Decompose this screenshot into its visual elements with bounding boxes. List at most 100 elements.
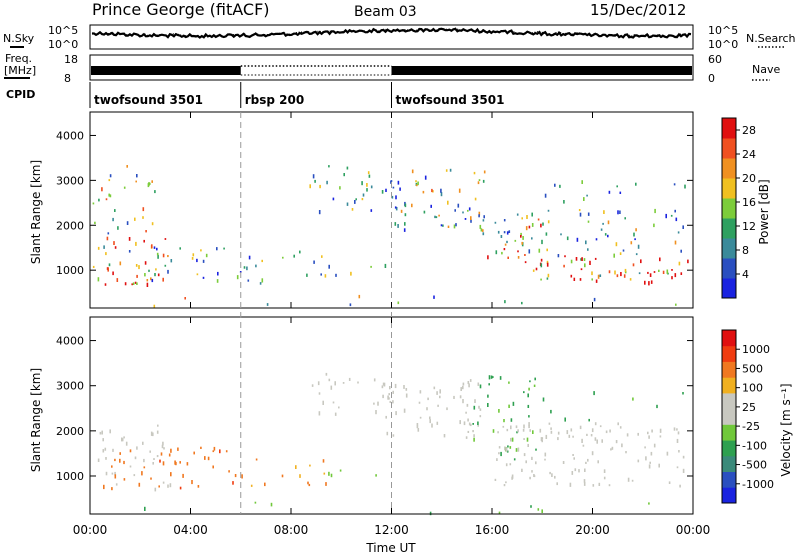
heatmap-cell	[635, 228, 637, 232]
heatmap-cell	[123, 460, 125, 465]
heatmap-cell	[375, 410, 377, 415]
heatmap-cell	[167, 255, 169, 258]
heatmap-cell	[680, 249, 682, 253]
heatmap-cell	[322, 400, 324, 405]
heatmap-cell	[473, 405, 476, 410]
heatmap-cell	[479, 384, 482, 389]
heatmap-cell	[581, 180, 583, 184]
colorbar-frame	[721, 329, 737, 504]
heatmap-cell	[432, 190, 434, 193]
colorbar-swatch	[722, 424, 736, 441]
heatmap-cell	[539, 428, 542, 433]
heatmap-cell	[653, 223, 655, 228]
heatmap-cell	[311, 384, 314, 387]
heatmap-cell	[494, 221, 497, 224]
heatmap-cell	[395, 207, 398, 211]
heatmap-cell	[505, 481, 507, 484]
heatmap-cell	[504, 446, 506, 451]
colorbar-swatch	[722, 330, 736, 347]
x-tick-label: 08:00	[274, 523, 309, 537]
heatmap-cell	[625, 451, 627, 454]
heatmap-cell	[580, 268, 583, 271]
x-tick-label: 00:00	[676, 523, 711, 537]
cpid-boundary-lines	[240, 112, 392, 514]
heatmap-cell	[680, 272, 683, 275]
heatmap-cell	[133, 474, 136, 477]
heatmap-cell	[505, 447, 508, 452]
heatmap-cell	[116, 278, 119, 282]
freq-band-seg1	[91, 66, 241, 75]
station-title: Prince George (fitACF)	[92, 0, 270, 19]
heatmap-cell	[631, 479, 634, 482]
heatmap-cell	[397, 224, 399, 228]
heatmap-cell	[146, 282, 149, 287]
heatmap-cell	[482, 219, 485, 222]
heatmap-cell	[317, 381, 320, 386]
heatmap-cell	[545, 434, 548, 439]
heatmap-cell	[97, 458, 100, 462]
heatmap-cell	[478, 179, 481, 181]
heatmap-cell	[191, 257, 194, 260]
heatmap-cell	[426, 407, 428, 411]
cpid-label: CPID	[6, 88, 35, 101]
heatmap-cell	[653, 443, 656, 448]
heatmap-cell	[675, 217, 678, 222]
heatmap-cell	[455, 223, 457, 227]
heatmap-cell	[671, 269, 673, 271]
heatmap-cell	[541, 239, 543, 245]
heatmap-cell	[429, 511, 432, 516]
heatmap-cell	[506, 428, 509, 432]
heatmap-cell	[170, 259, 173, 263]
colorbar-tick-label: -25	[742, 420, 760, 433]
colorbar-tick-label: 28	[742, 124, 756, 137]
heatmap-cell	[442, 224, 444, 227]
heatmap-cell	[207, 456, 210, 461]
heatmap-cell	[499, 376, 502, 380]
heatmap-cell	[125, 441, 128, 446]
heatmap-cell	[192, 253, 195, 257]
heatmap-cell	[367, 171, 370, 175]
heatmap-cell	[157, 254, 159, 259]
heatmap-cell	[644, 446, 646, 449]
heatmap-cell	[462, 399, 464, 404]
heatmap-cell	[591, 278, 593, 281]
heatmap-cell	[687, 259, 689, 264]
heatmap-cell	[335, 273, 337, 277]
heatmap-cell	[651, 429, 653, 433]
heatmap-cell	[590, 434, 593, 437]
heatmap-cell	[392, 400, 394, 404]
colorbar-swatch	[722, 178, 736, 199]
heatmap-cell	[418, 401, 421, 404]
heatmap-cell	[478, 214, 480, 218]
heatmap-cell	[431, 423, 433, 428]
heatmap-cell	[436, 421, 439, 425]
heatmap-cell	[621, 443, 623, 448]
heatmap-cell	[675, 303, 677, 306]
heatmap-cell	[217, 271, 219, 276]
heatmap-cell	[578, 209, 581, 212]
heatmap-cell	[601, 439, 603, 443]
heatmap-cell	[346, 166, 349, 170]
heatmap-cell	[648, 435, 650, 439]
heatmap-cell	[477, 424, 479, 427]
heatmap-cell	[299, 474, 301, 478]
heatmap-cell	[177, 447, 179, 451]
heatmap-cell	[679, 484, 681, 488]
heatmap-cell	[150, 477, 152, 480]
nsky-trace	[92, 27, 692, 39]
heatmap-cell	[470, 423, 472, 427]
heatmap-cell	[507, 256, 509, 259]
heatmap-cell	[532, 269, 535, 272]
heatmap-cell	[370, 209, 373, 212]
heatmap-cell	[637, 432, 639, 436]
heatmap-cell	[506, 450, 509, 453]
heatmap-cell	[394, 383, 397, 389]
heatmap-cell	[382, 394, 384, 399]
heatmap-cell	[568, 434, 571, 438]
heatmap-cell	[544, 452, 547, 457]
heatmap-cell	[619, 210, 621, 214]
heatmap-cell	[674, 273, 677, 278]
heatmap-cell	[142, 207, 145, 212]
heatmap-cell	[608, 484, 611, 487]
heatmap-cell	[533, 384, 536, 387]
